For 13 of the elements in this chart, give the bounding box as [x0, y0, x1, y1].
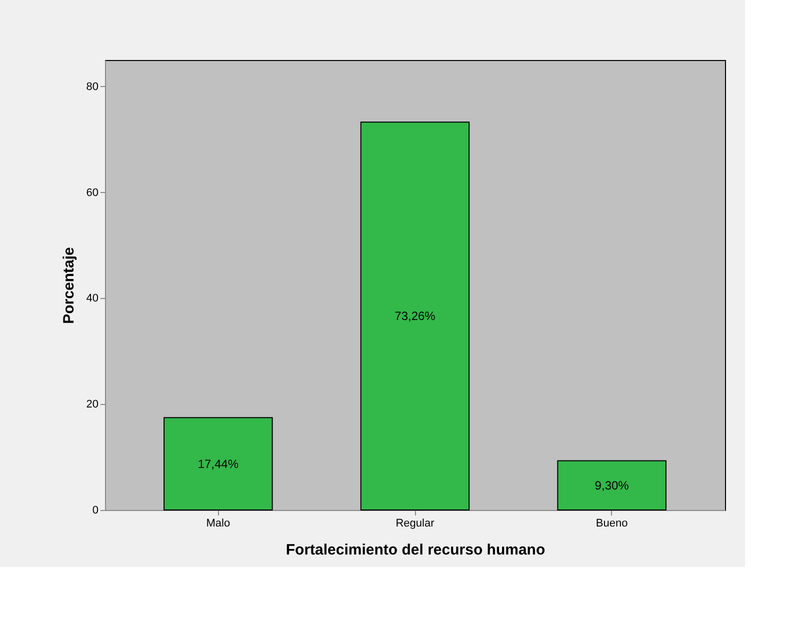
x-tick-label: Bueno	[596, 518, 628, 530]
x-tick-label: Malo	[206, 518, 230, 530]
x-tick-label: Regular	[396, 518, 435, 530]
y-tick-label: 60	[86, 186, 98, 199]
y-axis-title: Porcentaje	[60, 247, 78, 324]
y-tick-label: 80	[86, 80, 98, 93]
data-label: 17,44%	[198, 456, 239, 471]
y-tick-label: 40	[86, 292, 98, 305]
y-tick-label: 0	[92, 504, 98, 516]
data-label: 73,26%	[394, 309, 436, 324]
data-label: 9,30%	[594, 478, 630, 492]
y-tick-label: 20	[86, 398, 98, 411]
x-axis-title: Fortalecimiento del recurso humano	[286, 542, 546, 558]
